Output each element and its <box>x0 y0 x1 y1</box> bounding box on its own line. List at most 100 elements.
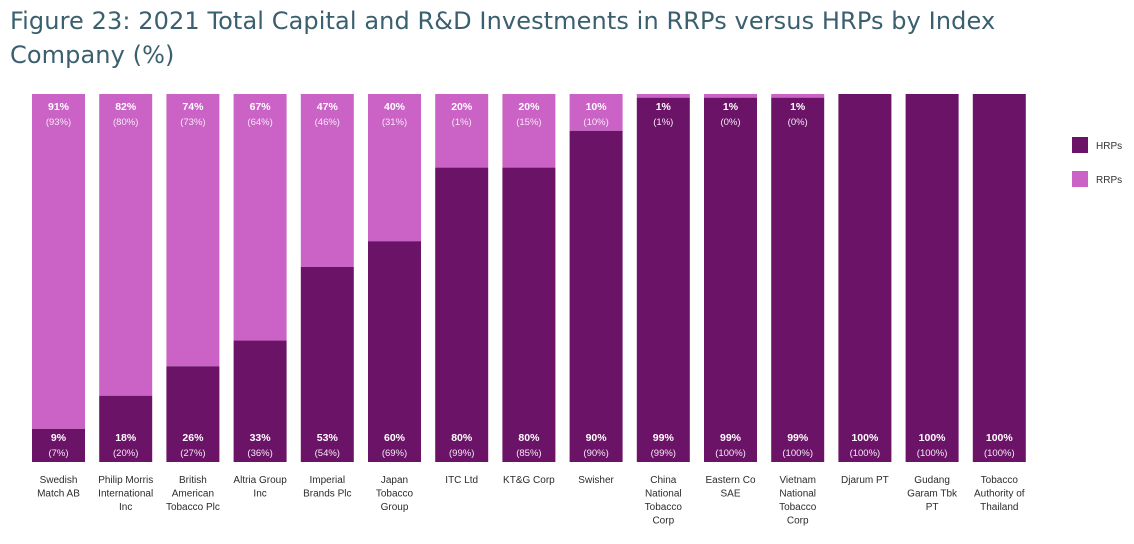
rrps-value-label: 20% <box>451 101 473 113</box>
hrps-prior-value-label: (20%) <box>113 448 138 459</box>
legend-swatch-rrps <box>1072 171 1088 187</box>
chart-title: Figure 23: 2021 Total Capital and R&D In… <box>10 7 996 69</box>
hrps-prior-value-label: (85%) <box>516 448 541 459</box>
bar-rrps <box>233 94 287 341</box>
rrps-value-label: 40% <box>384 101 406 113</box>
hrps-value-label: 99% <box>787 432 809 444</box>
bar-rrps <box>300 94 354 267</box>
rrps-value-label: 82% <box>115 101 137 113</box>
bar-rrps <box>368 94 421 242</box>
rrps-prior-value-label: (93%) <box>46 117 71 128</box>
legend-label-hrps: HRPs <box>1096 141 1122 152</box>
category-label: Group <box>381 502 409 513</box>
bar-hrps <box>905 94 959 462</box>
bar-hrps <box>368 241 421 462</box>
bar-hrps <box>166 366 220 462</box>
bar-rrps <box>502 94 556 168</box>
hrps-value-label: 90% <box>586 432 608 444</box>
rrps-prior-value-label: (46%) <box>315 117 340 128</box>
rrps-prior-value-label: (1%) <box>452 117 472 128</box>
bar-hrps <box>300 266 354 462</box>
hrps-prior-value-label: (100%) <box>917 448 948 459</box>
category-label: National <box>645 489 682 500</box>
category-label: China <box>650 475 677 486</box>
hrps-value-label: 99% <box>653 432 675 444</box>
bar-rrps <box>569 94 623 131</box>
hrps-prior-value-label: (54%) <box>315 448 340 459</box>
rrps-prior-value-label: (80%) <box>113 117 138 128</box>
legend: HRPs RRPs <box>1072 137 1122 187</box>
bar-hrps <box>636 97 690 463</box>
hrps-value-label: 26% <box>182 432 204 444</box>
hrps-value-label: 100% <box>851 432 879 444</box>
category-label: Brands Plc <box>303 489 351 500</box>
hrps-value-label: 53% <box>317 432 339 444</box>
rrps-value-label: 10% <box>586 101 608 113</box>
bar-hrps <box>704 97 757 463</box>
hrps-value-label: 80% <box>451 432 473 444</box>
bar-hrps <box>972 94 1026 462</box>
category-label: SAE <box>720 489 740 500</box>
hrps-prior-value-label: (100%) <box>715 448 746 459</box>
bar-rrps <box>99 94 153 396</box>
category-label: Swedish <box>40 475 78 486</box>
category-label: Eastern Co <box>705 475 755 486</box>
rrps-value-label: 47% <box>317 101 339 113</box>
hrps-prior-value-label: (69%) <box>382 448 407 459</box>
bar-hrps <box>838 94 892 462</box>
rrps-value-label: 20% <box>518 101 540 113</box>
category-label: Tobacco <box>376 489 414 500</box>
rrps-prior-value-label: (64%) <box>247 117 272 128</box>
bar-rrps <box>435 94 489 168</box>
rrps-value-label: 67% <box>250 101 272 113</box>
hrps-prior-value-label: (100%) <box>782 448 813 459</box>
rrps-prior-value-label: (1%) <box>653 117 673 128</box>
bar-rrps <box>636 94 690 98</box>
hrps-prior-value-label: (90%) <box>583 448 608 459</box>
category-label: Garam Tbk <box>907 489 958 500</box>
hrps-prior-value-label: (99%) <box>449 448 474 459</box>
category-label: ITC Ltd <box>445 475 478 486</box>
rrps-value-label: 1% <box>790 101 806 113</box>
bar-hrps <box>435 167 489 462</box>
category-label: Inc <box>253 489 266 500</box>
rrps-prior-value-label: (31%) <box>382 117 407 128</box>
hrps-value-label: 9% <box>51 432 67 444</box>
category-label: Match AB <box>37 489 80 500</box>
bar-hrps <box>569 130 623 463</box>
hrps-value-label: 18% <box>115 432 137 444</box>
hrps-prior-value-label: (100%) <box>984 448 1015 459</box>
bar-rrps <box>166 94 220 367</box>
category-label: American <box>172 489 214 500</box>
category-label: Swisher <box>578 475 614 486</box>
hrps-value-label: 99% <box>720 432 742 444</box>
hrps-value-label: 80% <box>518 432 540 444</box>
bar-hrps <box>99 395 153 462</box>
category-label: Authority of <box>974 489 1025 500</box>
legend-swatch-hrps <box>1072 137 1088 153</box>
hrps-value-label: 33% <box>250 432 272 444</box>
category-label: National <box>779 489 816 500</box>
bar-hrps <box>502 167 556 462</box>
category-label: Tobacco <box>645 502 683 513</box>
hrps-value-label: 100% <box>986 432 1014 444</box>
bar-rrps <box>704 94 757 98</box>
category-label: PT <box>926 502 939 513</box>
hrps-prior-value-label: (100%) <box>850 448 881 459</box>
rrps-prior-value-label: (10%) <box>583 117 608 128</box>
category-label: Tobacco Plc <box>166 502 220 513</box>
category-label: Djarum PT <box>841 475 889 486</box>
rrps-value-label: 1% <box>723 101 739 113</box>
category-label: Corp <box>787 516 809 527</box>
category-label: Inc <box>119 502 132 513</box>
bar-rrps <box>32 94 85 429</box>
rrps-value-label: 1% <box>656 101 672 113</box>
rrps-prior-value-label: (0%) <box>788 117 808 128</box>
category-label: KT&G Corp <box>503 475 555 486</box>
legend-label-rrps: RRPs <box>1096 175 1122 186</box>
rrps-prior-value-label: (73%) <box>180 117 205 128</box>
hrps-value-label: 60% <box>384 432 406 444</box>
bar-hrps <box>32 428 85 462</box>
category-label: Tobacco <box>779 502 817 513</box>
